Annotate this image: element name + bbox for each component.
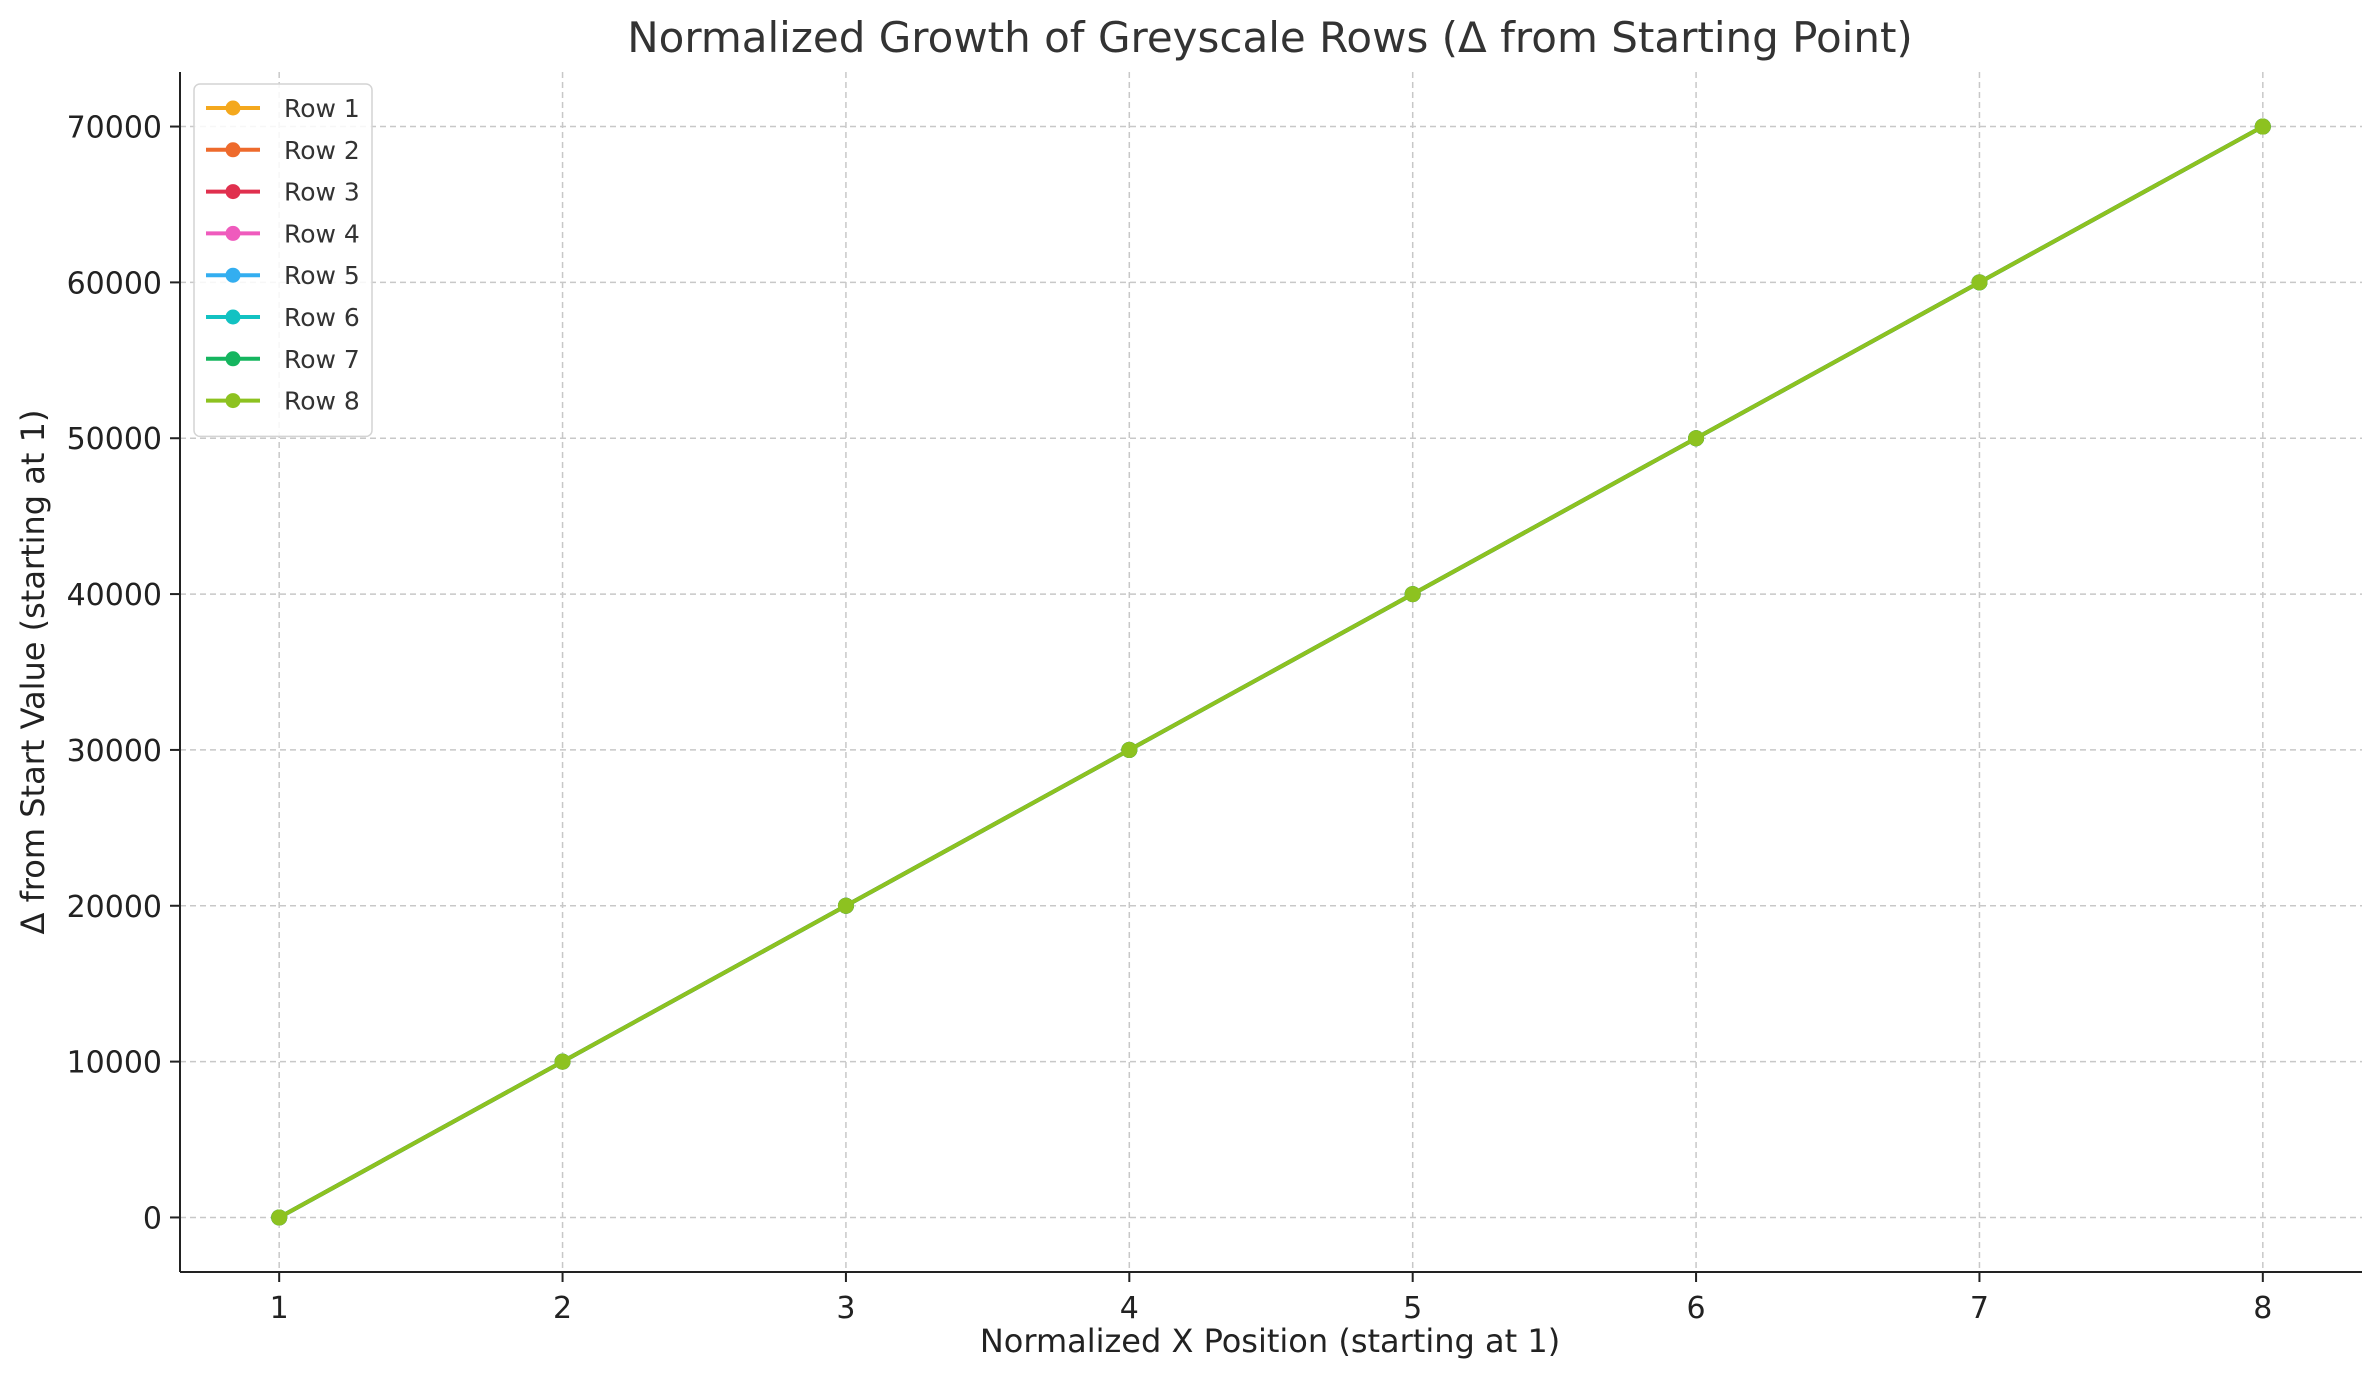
legend-label: Row 7 bbox=[284, 345, 360, 374]
legend-marker-swatch bbox=[225, 267, 241, 283]
data-point bbox=[1971, 274, 1988, 291]
x-tick-label: 7 bbox=[1970, 1291, 1989, 1326]
legend-marker-swatch bbox=[225, 184, 241, 200]
y-tick-label: 10000 bbox=[67, 1046, 162, 1081]
data-point bbox=[837, 897, 854, 914]
x-tick-label: 1 bbox=[270, 1291, 289, 1326]
legend-label: Row 6 bbox=[284, 303, 360, 332]
legend-item: Row 8 bbox=[206, 387, 360, 416]
legend: Row 1 Row 2 Row 3 Row 4 Row 5 Row 6 Row 7 Row 8 bbox=[193, 83, 373, 438]
y-tick-label: 0 bbox=[143, 1201, 162, 1236]
x-tick-label: 4 bbox=[1120, 1291, 1139, 1326]
legend-label: Row 8 bbox=[284, 387, 360, 416]
legend-item: Row 3 bbox=[206, 178, 360, 207]
legend-marker-swatch bbox=[225, 225, 241, 241]
data-point bbox=[271, 1209, 288, 1226]
legend-item: Row 2 bbox=[206, 136, 360, 165]
y-tick-label: 50000 bbox=[67, 422, 162, 457]
grid-layer bbox=[180, 72, 2362, 1272]
y-tick-label: 60000 bbox=[67, 266, 162, 301]
legend-marker-swatch bbox=[225, 309, 241, 325]
series-row-8 bbox=[271, 118, 2271, 1226]
x-axis-label: Normalized X Position (starting at 1) bbox=[980, 1322, 1560, 1360]
x-tick-label: 8 bbox=[2253, 1291, 2272, 1326]
y-axis-label: Δ from Start Value (starting at 1) bbox=[14, 410, 52, 935]
legend-item: Row 4 bbox=[206, 219, 360, 248]
data-point bbox=[1404, 586, 1421, 603]
legend-item: Row 5 bbox=[206, 261, 360, 290]
legend-label: Row 1 bbox=[284, 94, 360, 123]
legend-item: Row 7 bbox=[206, 345, 360, 374]
legend-marker-swatch bbox=[225, 142, 241, 158]
legend-label: Row 4 bbox=[284, 219, 360, 248]
data-point bbox=[554, 1053, 571, 1070]
data-point bbox=[1688, 430, 1705, 447]
y-tick-label: 20000 bbox=[67, 890, 162, 925]
x-tick-label: 6 bbox=[1687, 1291, 1706, 1326]
data-point bbox=[2254, 118, 2271, 135]
y-tick-label: 30000 bbox=[67, 734, 162, 769]
legend-label: Row 5 bbox=[284, 261, 360, 290]
y-tick-label: 40000 bbox=[67, 578, 162, 613]
legend-item: Row 1 bbox=[206, 94, 360, 123]
legend-box bbox=[193, 83, 373, 438]
legend-marker-swatch bbox=[225, 100, 241, 116]
legend-item: Row 6 bbox=[206, 303, 360, 332]
data-point bbox=[1121, 741, 1138, 758]
legend-label: Row 3 bbox=[284, 178, 360, 207]
axes-layer: 1 2 3 4 5 6 7 8 0 10000 20000 30000 40000 50000 60000 7… bbox=[67, 72, 2362, 1326]
y-tick-label: 70000 bbox=[67, 111, 162, 146]
series-line bbox=[277, 124, 2265, 1220]
x-tick-label: 5 bbox=[1403, 1291, 1422, 1326]
legend-label: Row 2 bbox=[284, 136, 360, 165]
legend-marker-swatch bbox=[225, 393, 241, 409]
legend-marker-swatch bbox=[225, 351, 241, 367]
series-layer bbox=[271, 118, 2271, 1226]
x-tick-label: 2 bbox=[553, 1291, 572, 1326]
x-tick-label: 3 bbox=[836, 1291, 855, 1326]
chart-title: Normalized Growth of Greyscale Rows (Δ f… bbox=[627, 13, 1913, 62]
